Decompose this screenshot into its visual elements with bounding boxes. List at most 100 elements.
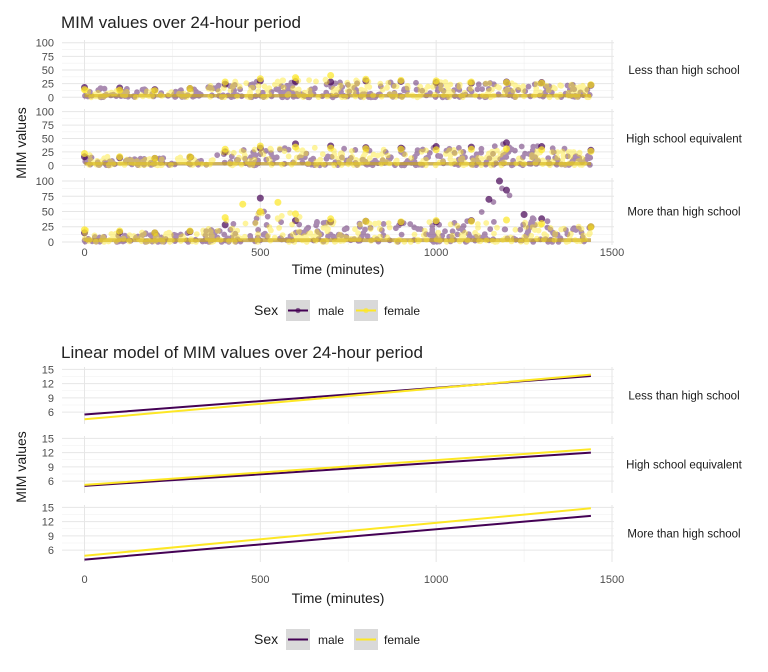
data-point [327, 71, 335, 79]
data-point [310, 155, 317, 162]
y-tick-label: 25 [42, 147, 54, 159]
data-point [579, 155, 586, 162]
data-point [273, 86, 280, 93]
data-point [221, 145, 229, 153]
data-point [123, 89, 130, 95]
data-point [208, 231, 214, 238]
data-point [529, 152, 535, 158]
data-point [432, 217, 440, 225]
data-point [404, 85, 411, 91]
data-point [327, 215, 335, 223]
data-point [335, 85, 342, 92]
x-tick-label: 1500 [600, 574, 624, 586]
data-point [356, 223, 363, 230]
data-point [362, 226, 368, 233]
data-point [450, 146, 457, 153]
data-point [437, 81, 444, 88]
legend-title: Sex [254, 631, 278, 647]
y-tick-label: 75 [42, 120, 54, 132]
data-point [231, 87, 237, 94]
data-point [547, 225, 554, 231]
data-point [529, 215, 536, 221]
series-male-line [84, 451, 591, 487]
data-point [289, 221, 295, 228]
series-female-band [84, 94, 591, 98]
data-point [360, 230, 367, 237]
data-point [503, 154, 510, 160]
data-point [287, 210, 293, 216]
data-point [475, 81, 482, 88]
data-point [122, 232, 128, 239]
data-point [266, 224, 273, 230]
data-point [462, 229, 468, 236]
data-point [276, 145, 283, 152]
data-point [494, 83, 500, 90]
data-point [247, 154, 254, 161]
data-point [576, 84, 583, 91]
data-point [532, 154, 538, 160]
data-point [445, 149, 452, 155]
data-point [171, 231, 178, 238]
data-point [443, 147, 450, 154]
data-point [503, 87, 510, 94]
data-point [360, 152, 367, 159]
data-point [281, 145, 288, 151]
data-point [545, 85, 552, 92]
data-point [366, 84, 373, 90]
data-point [307, 230, 314, 237]
data-point [335, 231, 342, 238]
data-point [227, 226, 234, 233]
data-point [411, 153, 418, 160]
data-point [558, 82, 565, 89]
data-point [292, 229, 299, 236]
data-point [163, 230, 170, 237]
y-tick-label: 6 [48, 407, 54, 419]
facet-label: Less than high school [628, 65, 739, 77]
data-point [249, 81, 256, 87]
x-tick-label: 0 [81, 574, 87, 586]
data-point [229, 83, 236, 90]
data-point [573, 227, 579, 233]
data-point [323, 155, 330, 162]
data-point [530, 143, 537, 150]
data-point [290, 85, 296, 92]
data-point [496, 84, 502, 91]
data-point [465, 231, 472, 237]
data-point [366, 155, 373, 161]
data-point [403, 85, 410, 92]
data-point [353, 156, 359, 163]
data-point [258, 148, 265, 155]
data-point [292, 143, 299, 151]
y-tick-label: 15 [42, 364, 54, 376]
data-point [238, 148, 245, 154]
data-point [587, 223, 595, 231]
data-point [139, 232, 146, 238]
data-point [172, 232, 179, 239]
data-point [250, 84, 257, 91]
data-point [313, 78, 319, 85]
data-point [320, 220, 327, 226]
data-point [411, 224, 418, 231]
data-point [506, 192, 513, 199]
data-point [352, 226, 358, 233]
legend-point-male [295, 307, 301, 314]
data-point [576, 149, 583, 156]
data-point [101, 155, 107, 162]
data-point [348, 148, 355, 154]
data-point [305, 230, 312, 237]
data-point [158, 156, 165, 163]
data-point [572, 84, 578, 91]
data-point [491, 143, 498, 150]
data-point [432, 146, 440, 154]
data-point [587, 230, 593, 237]
data-point [305, 224, 312, 231]
data-point [306, 77, 312, 83]
data-point [485, 150, 492, 157]
y-tick-label: 9 [48, 531, 54, 543]
data-point [281, 148, 288, 155]
data-point [528, 151, 535, 157]
y-tick-label: 0 [48, 237, 54, 249]
data-point [124, 156, 130, 163]
data-point [515, 87, 521, 93]
